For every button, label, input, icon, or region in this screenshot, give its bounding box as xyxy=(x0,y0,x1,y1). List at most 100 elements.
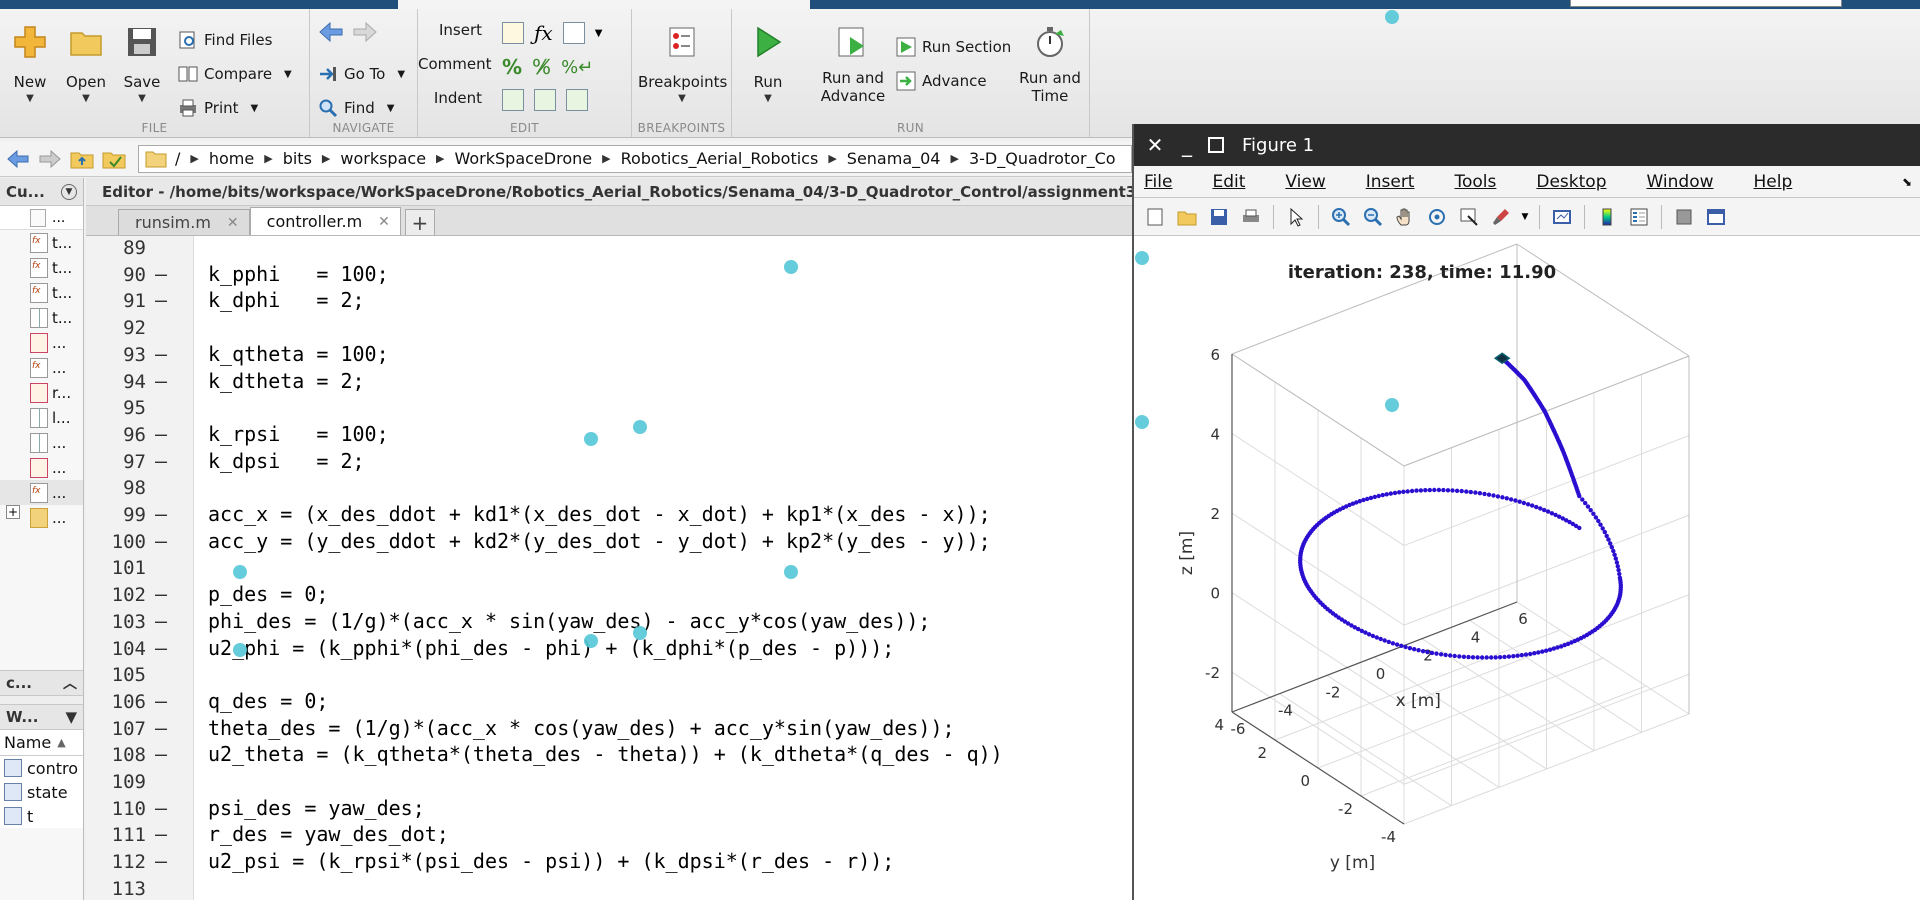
menu-file[interactable]: File xyxy=(1144,172,1192,192)
insert-section-icon[interactable] xyxy=(502,22,524,44)
decrease-indent-icon[interactable] xyxy=(566,89,588,111)
menu-edit[interactable]: Edit xyxy=(1212,172,1265,192)
run-section-button[interactable]: Run Section xyxy=(896,33,1011,61)
panel-menu-icon[interactable]: ▼ xyxy=(61,183,77,200)
code-area[interactable]: 89 90– k_pphi = 100; 91– k_dphi = 2; 92 93– k_q… xyxy=(86,236,1132,900)
browse-folder-icon[interactable] xyxy=(102,148,126,170)
print-figure-icon[interactable] xyxy=(1238,204,1264,230)
chevron-down-icon[interactable]: ▼ xyxy=(1521,211,1529,222)
code-line[interactable]: 98 xyxy=(86,474,1132,500)
path-segment-workspacedrone[interactable]: WorkSpaceDrone xyxy=(454,149,593,168)
menu-desktop[interactable]: Desktop xyxy=(1536,172,1626,192)
workspace-header[interactable]: W... ▼ xyxy=(0,704,83,730)
list-item[interactable]: t... xyxy=(0,305,83,330)
panel-menu-icon[interactable]: ▼ xyxy=(65,708,77,726)
show-plot-tools-icon[interactable] xyxy=(1703,204,1729,230)
code-line[interactable]: 107– theta_des = (1/g)*(acc_x * cos(yaw_d… xyxy=(86,715,1132,741)
zoom-in-icon[interactable] xyxy=(1328,204,1354,230)
list-item[interactable]: ... xyxy=(0,505,83,530)
close-icon[interactable]: ✕ xyxy=(378,213,390,230)
new-figure-icon[interactable] xyxy=(1142,204,1168,230)
code-line[interactable]: 96– k_rpsi = 100; xyxy=(86,421,1132,447)
path-segment-senama[interactable]: Senama_04 xyxy=(846,149,941,168)
chevron-up-icon[interactable]: ︿ xyxy=(63,676,77,692)
pan-hand-icon[interactable] xyxy=(1392,204,1418,230)
list-item[interactable]: t... xyxy=(0,280,83,305)
breakpoint-marker[interactable]: – xyxy=(154,609,168,633)
breakpoint-marker[interactable]: – xyxy=(154,529,168,553)
search-documentation-input[interactable] xyxy=(1570,0,1842,7)
path-segment-robotics[interactable]: Robotics_Aerial_Robotics xyxy=(620,149,819,168)
list-item[interactable]: t... xyxy=(0,255,83,280)
list-item[interactable]: ... xyxy=(0,430,83,455)
insert-function-icon[interactable]: ƒx xyxy=(534,21,553,45)
legend-icon[interactable] xyxy=(1626,204,1652,230)
list-item[interactable]: ... xyxy=(0,455,83,480)
menu-insert[interactable]: Insert xyxy=(1366,172,1435,192)
uncomment-icon[interactable]: %̸ xyxy=(532,55,552,79)
breakpoint-marker[interactable]: – xyxy=(154,689,168,713)
save-figure-icon[interactable] xyxy=(1206,204,1232,230)
tab-runsim[interactable]: runsim.m ✕ xyxy=(118,209,250,235)
breakpoint-marker[interactable]: – xyxy=(154,449,168,473)
data-cursor-icon[interactable] xyxy=(1456,204,1482,230)
breakpoint-marker[interactable]: – xyxy=(154,742,168,766)
breakpoint-marker[interactable]: – xyxy=(154,822,168,846)
list-item[interactable]: t... xyxy=(0,230,83,255)
code-line[interactable]: 113 xyxy=(86,875,1132,900)
code-line[interactable]: 110– psi_des = yaw_des; xyxy=(86,795,1132,821)
menu-tools[interactable]: Tools xyxy=(1454,172,1516,192)
forward-arrow-icon[interactable] xyxy=(38,148,62,170)
close-icon[interactable]: ✕ xyxy=(226,214,239,231)
current-folder-path[interactable]: / ▶ home ▶ bits ▶ workspace ▶ WorkSpaceD… xyxy=(138,144,1132,173)
path-segment-bits[interactable]: bits xyxy=(282,149,312,168)
link-plot-icon[interactable] xyxy=(1549,204,1575,230)
plot-3d-axes[interactable]: -2 0 2 4 6 -6 -4 -2 0 2 4 6 -4 -2 0 2 4 iteration: 238, … xyxy=(1134,236,1920,900)
forward-arrow-icon[interactable] xyxy=(352,21,378,43)
breakpoint-marker[interactable]: – xyxy=(154,288,168,312)
table-row[interactable]: t xyxy=(0,804,83,828)
code-line[interactable]: 92 xyxy=(86,314,1132,340)
advance-button[interactable]: Advance xyxy=(896,67,987,95)
run-and-advance-button[interactable]: Run and Advance xyxy=(808,17,898,105)
code-line[interactable]: 90– k_pphi = 100; xyxy=(86,261,1132,287)
hide-plot-tools-icon[interactable] xyxy=(1671,204,1697,230)
breakpoint-marker[interactable]: – xyxy=(154,342,168,366)
code-line[interactable]: 94– k_dtheta = 2; xyxy=(86,368,1132,394)
breakpoint-marker[interactable]: – xyxy=(154,582,168,606)
list-item[interactable]: r... xyxy=(0,380,83,405)
code-line[interactable]: 89 xyxy=(86,236,1132,260)
code-line[interactable]: 112– u2_psi = (k_rpsi*(psi_des - psi)) + … xyxy=(86,848,1132,874)
save-button[interactable]: Save ▼ xyxy=(114,17,170,104)
print-button[interactable]: Print ▼ xyxy=(178,94,258,122)
path-root[interactable]: / xyxy=(175,149,181,168)
back-arrow-icon[interactable] xyxy=(318,21,344,43)
breakpoint-marker[interactable]: – xyxy=(154,502,168,526)
current-folder-column-header[interactable]: ... xyxy=(0,206,83,230)
back-arrow-icon[interactable] xyxy=(6,148,30,170)
new-button[interactable]: New ▼ xyxy=(2,17,58,104)
code-line[interactable]: 101 xyxy=(86,554,1132,580)
path-segment-workspace[interactable]: workspace xyxy=(340,149,427,168)
code-line[interactable]: 108– u2_theta = (k_qtheta*(theta_des - th… xyxy=(86,741,1132,767)
colorbar-icon[interactable] xyxy=(1594,204,1620,230)
code-line[interactable]: 91– k_dphi = 2; xyxy=(86,287,1132,313)
breakpoint-marker[interactable]: – xyxy=(154,369,168,393)
table-row[interactable]: contro xyxy=(0,756,83,780)
breakpoint-marker[interactable]: – xyxy=(154,716,168,740)
code-line[interactable]: 95 xyxy=(86,394,1132,420)
smart-indent-icon[interactable] xyxy=(502,89,524,111)
list-item[interactable]: ... xyxy=(0,480,83,505)
list-item[interactable]: ... xyxy=(0,330,83,355)
maximize-icon[interactable] xyxy=(1208,137,1224,153)
code-line[interactable]: 106– q_des = 0; xyxy=(86,688,1132,714)
rotate-3d-icon[interactable] xyxy=(1424,204,1450,230)
menu-help[interactable]: Help xyxy=(1754,172,1813,192)
minimize-icon[interactable]: _ xyxy=(1182,133,1192,157)
code-line[interactable]: 109 xyxy=(86,768,1132,794)
zoom-out-icon[interactable] xyxy=(1360,204,1386,230)
list-item[interactable]: ... xyxy=(0,355,83,380)
open-file-icon[interactable] xyxy=(1174,204,1200,230)
chevron-down-icon[interactable]: ▼ xyxy=(594,27,603,39)
code-line[interactable]: 102– p_des = 0; xyxy=(86,581,1132,607)
